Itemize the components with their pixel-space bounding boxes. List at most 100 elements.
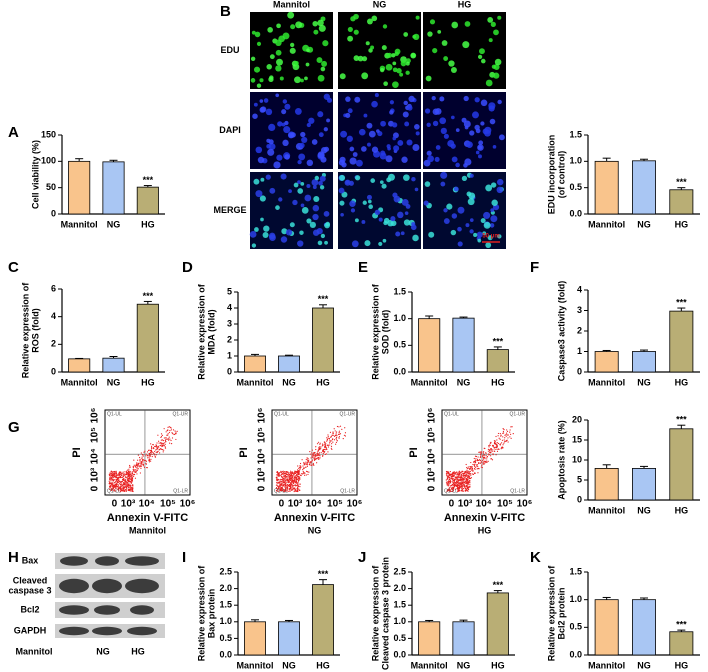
y-tick-label: 10⁵ (90, 427, 101, 443)
cell-dot (469, 229, 474, 234)
event-dot (130, 482, 132, 484)
event-dot (159, 445, 161, 447)
event-dot (157, 434, 159, 436)
event-dot (483, 460, 485, 463)
event-dot (143, 459, 145, 461)
event-dot (118, 480, 121, 483)
cell-dot (322, 40, 329, 47)
event-dot (300, 474, 302, 477)
event-dot (309, 453, 312, 455)
event-dot (126, 485, 129, 487)
event-dot (289, 481, 291, 483)
event-dot (335, 437, 337, 439)
event-dot (298, 469, 300, 472)
cell-dot (490, 215, 498, 223)
cell-dot (425, 75, 432, 82)
cell-dot (491, 64, 497, 69)
event-dot (137, 459, 139, 461)
event-dot (298, 473, 301, 475)
cell-dot (441, 40, 448, 46)
event-dot (127, 486, 129, 488)
event-dot (475, 455, 478, 458)
event-dot (123, 477, 125, 479)
event-dot (452, 472, 454, 475)
event-dot (494, 441, 496, 443)
event-dot (123, 475, 125, 477)
cell-dot (371, 15, 378, 22)
event-dot (305, 461, 307, 463)
event-dot (112, 479, 114, 481)
event-dot (130, 476, 133, 478)
event-dot (455, 472, 457, 474)
event-dot (157, 448, 159, 450)
event-dot (120, 476, 122, 479)
event-dot (294, 488, 296, 490)
y-tick-label: 2.5 (219, 566, 232, 576)
event-dot (129, 487, 131, 489)
event-dot (473, 457, 475, 460)
event-dot (447, 478, 449, 480)
event-dot (316, 451, 319, 453)
cell-dot (250, 56, 256, 62)
event-dot (480, 451, 483, 453)
y-tick-label: 0.0 (569, 208, 582, 218)
cell-dot (380, 67, 385, 73)
y-tick-label: 3 (227, 318, 232, 328)
event-dot (311, 452, 313, 454)
event-dot (466, 482, 468, 485)
event-dot (449, 470, 451, 473)
cell-dot (482, 231, 487, 236)
event-dot (139, 461, 141, 463)
event-dot (153, 454, 155, 456)
cell-dot (467, 198, 475, 206)
event-dot (474, 462, 476, 464)
event-dot (175, 438, 177, 441)
event-dot (142, 465, 144, 467)
event-dot (136, 468, 138, 470)
y-tick-label: 1.5 (219, 600, 232, 610)
event-dot (122, 487, 124, 490)
event-dot (471, 473, 474, 475)
event-dot (460, 480, 462, 482)
event-dot (113, 472, 115, 474)
event-dot (133, 469, 135, 471)
event-dot (319, 455, 321, 457)
event-dot (155, 451, 157, 453)
panel-label: J (358, 549, 366, 566)
cell-dot (257, 156, 265, 164)
cell-dot (345, 112, 351, 118)
event-dot (111, 485, 113, 487)
event-dot (125, 483, 127, 485)
cell-dot (260, 217, 264, 222)
cell-dot (282, 99, 288, 104)
event-dot (155, 446, 157, 448)
event-dot (478, 459, 480, 461)
event-dot (293, 472, 295, 474)
event-dot (496, 450, 499, 453)
event-dot (116, 472, 118, 475)
event-dot (483, 454, 485, 456)
event-dot (110, 484, 112, 487)
event-dot (122, 482, 124, 484)
blot-band (127, 626, 157, 636)
cell-dot (275, 39, 282, 47)
event-dot (505, 433, 507, 436)
quadrant-label: Q1-UR (509, 411, 525, 417)
y-tick-label: 3 (577, 305, 582, 315)
x-tick-label: Mannitol (237, 377, 274, 387)
event-dot (316, 458, 318, 460)
event-dot (143, 466, 146, 468)
y-tick-label: 0.5 (569, 182, 582, 192)
event-dot (447, 472, 449, 474)
cell-dot (404, 121, 410, 127)
x-tick-label: HG (675, 219, 689, 229)
y-tick-label: 0 (90, 485, 101, 491)
event-dot (137, 465, 139, 467)
event-dot (303, 467, 305, 469)
event-dot (502, 444, 504, 446)
y-axis-label: Relative expression of (196, 565, 206, 662)
event-dot (115, 480, 117, 483)
event-dot (298, 471, 301, 473)
event-dot (287, 480, 290, 483)
cell-dot (354, 218, 359, 223)
